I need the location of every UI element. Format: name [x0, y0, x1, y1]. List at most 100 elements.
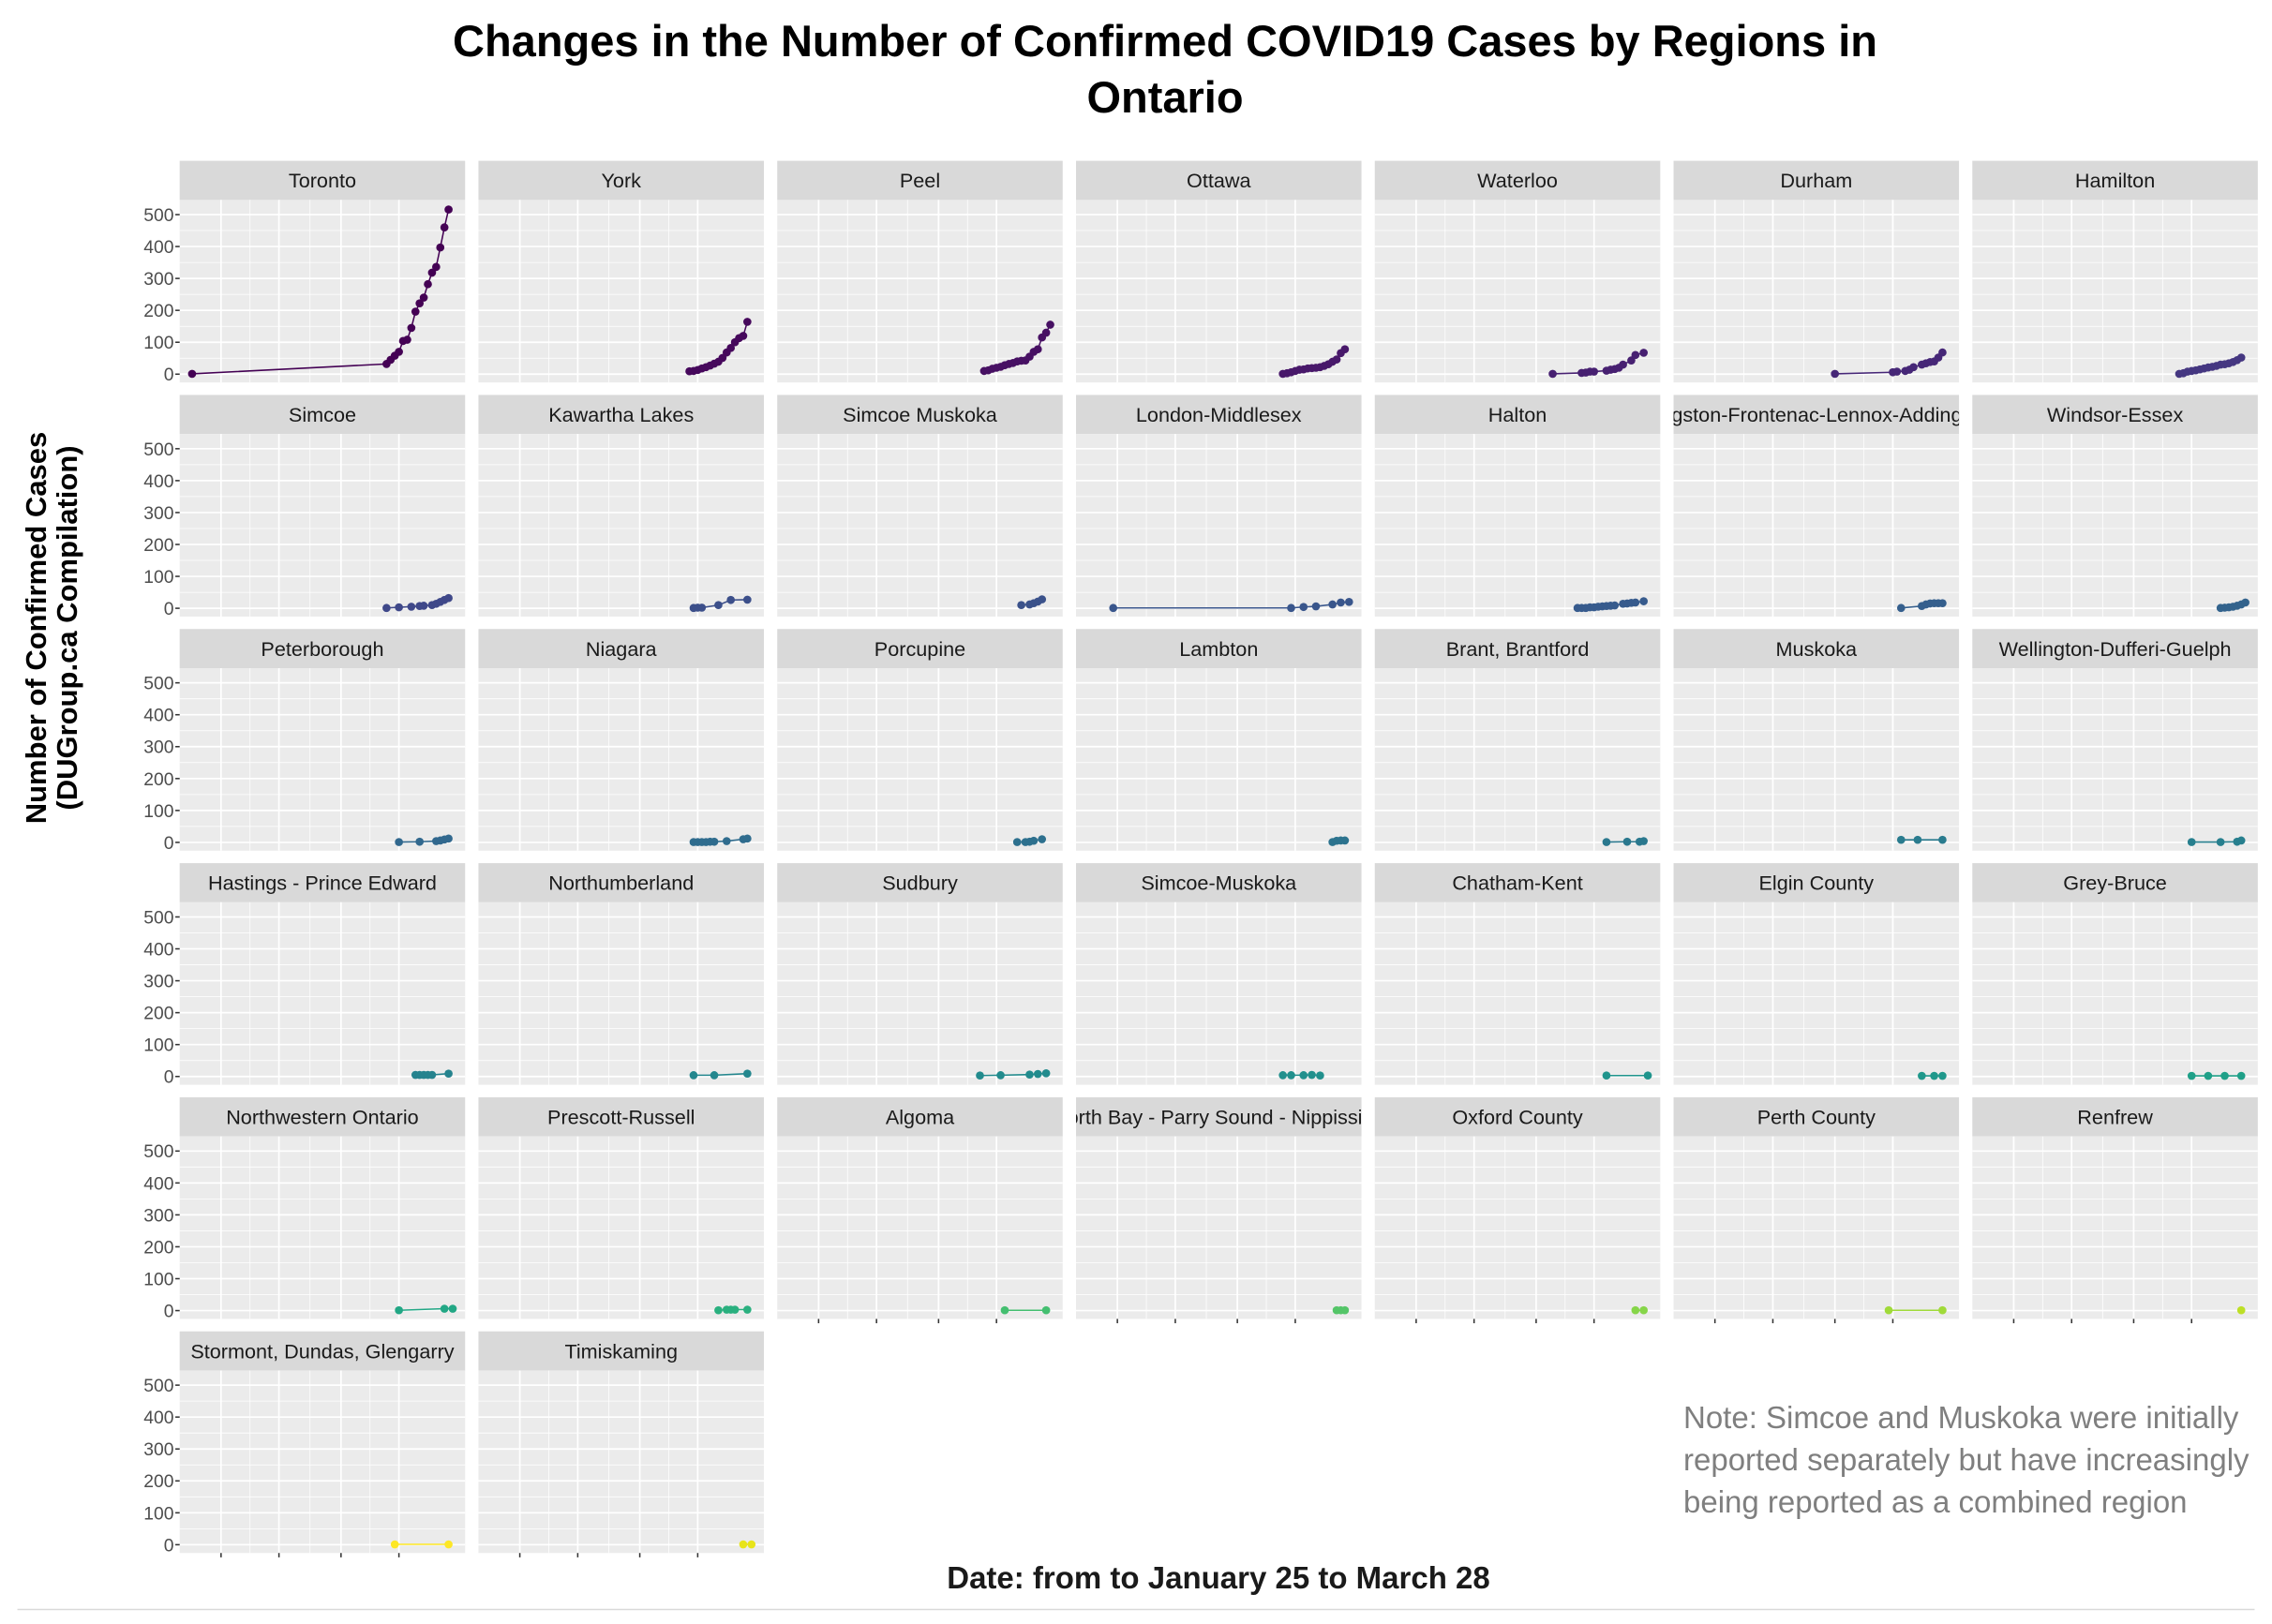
- facet-title: Waterloo: [1477, 169, 1558, 192]
- data-point: [448, 1304, 457, 1313]
- data-point: [1012, 838, 1022, 846]
- data-point: [697, 603, 707, 612]
- facet-title: Peterborough: [261, 637, 383, 661]
- facet-title: Kingston-Frontenac-Lennox-Addington: [1642, 403, 1990, 426]
- y-axis-label: Number of Confirmed Cases (DUGroup.ca Co…: [20, 431, 83, 825]
- panel-background: [1972, 667, 2258, 851]
- data-point: [2241, 598, 2250, 607]
- data-point: [714, 1305, 723, 1315]
- facet-strip: [1075, 395, 1362, 435]
- panel-background: [179, 1370, 466, 1554]
- data-point: [415, 837, 425, 846]
- facet-strip: [777, 160, 1063, 201]
- data-point: [403, 335, 411, 344]
- y-tick-label: 100: [143, 1036, 173, 1056]
- facet-title: Stormont, Dundas, Glengarry: [190, 1339, 454, 1363]
- facet-strip: [777, 395, 1063, 435]
- y-tick-label: 400: [143, 707, 173, 726]
- facet-title: Oxford County: [1452, 1105, 1583, 1128]
- data-point: [1918, 1071, 1926, 1080]
- panel-background: [1673, 200, 1960, 383]
- data-point: [1337, 598, 1345, 607]
- data-point: [1041, 1069, 1051, 1078]
- data-point: [444, 1069, 453, 1079]
- panel-background: [1075, 1136, 1362, 1319]
- facet-strip: [179, 629, 466, 668]
- facet-strip: [777, 629, 1063, 668]
- panel-background: [1075, 200, 1362, 383]
- data-point: [1299, 603, 1308, 612]
- data-point: [1029, 836, 1039, 845]
- data-point: [1639, 597, 1648, 605]
- facet-strip: [179, 1331, 466, 1371]
- facet-title: Perth County: [1757, 1105, 1876, 1128]
- y-tick-label: 0: [164, 1536, 174, 1556]
- data-point: [1602, 838, 1611, 846]
- facet-strip: [1075, 1096, 1362, 1137]
- data-point: [440, 223, 449, 231]
- data-point: [1639, 349, 1648, 357]
- y-tick-label: 0: [164, 365, 174, 385]
- panel-background: [1374, 667, 1661, 851]
- facet-strip: [179, 160, 466, 201]
- data-point: [1938, 599, 1947, 607]
- panel-background: [1972, 1136, 2258, 1319]
- panel-background: [777, 1136, 1063, 1319]
- data-point: [419, 293, 428, 302]
- panel-background: [1673, 1136, 1960, 1319]
- facet-strip: [1972, 863, 2258, 902]
- facet-strip: [1673, 1096, 1960, 1137]
- data-point: [440, 1304, 449, 1313]
- data-point: [1631, 598, 1640, 607]
- data-point: [390, 1540, 399, 1549]
- y-tick-label: 300: [143, 1440, 173, 1460]
- facet-title: London-Middlesex: [1136, 403, 1302, 426]
- y-tick-label: 300: [143, 504, 173, 524]
- data-point: [2236, 353, 2246, 362]
- facet-strip: [478, 160, 765, 201]
- y-tick-label: 500: [143, 675, 173, 694]
- facet-title: Grey-Bruce: [2063, 872, 2167, 895]
- data-point: [1033, 345, 1042, 354]
- y-tick-label: 0: [164, 600, 174, 619]
- panel-background: [777, 667, 1063, 851]
- data-point: [1831, 369, 1839, 379]
- data-point: [689, 1071, 698, 1080]
- data-point: [382, 603, 391, 613]
- facet-title: Kawartha Lakes: [548, 403, 694, 426]
- data-point: [1287, 603, 1295, 613]
- data-point: [1884, 1305, 1893, 1315]
- facet-title: Elgin County: [1758, 872, 1874, 895]
- data-point: [1340, 345, 1350, 354]
- facet-title: Halton: [1488, 403, 1547, 426]
- data-point: [395, 603, 403, 612]
- data-point: [1639, 1305, 1648, 1315]
- data-point: [1109, 603, 1118, 613]
- data-point: [1639, 837, 1648, 845]
- data-point: [444, 834, 453, 843]
- panel-background: [179, 200, 466, 383]
- panel-background: [478, 1136, 765, 1319]
- data-point: [1287, 1071, 1295, 1080]
- facet-title: Toronto: [289, 169, 356, 192]
- data-point: [1041, 1305, 1051, 1315]
- data-point: [444, 205, 453, 214]
- y-tick-label: 500: [143, 908, 173, 928]
- data-point: [722, 837, 731, 845]
- facet-strip: [478, 395, 765, 435]
- data-point: [1590, 367, 1599, 376]
- panel-background: [179, 901, 466, 1085]
- panel-background: [1972, 200, 2258, 383]
- facet-strip: [179, 863, 466, 902]
- data-point: [407, 323, 416, 333]
- facet-strip: [478, 863, 765, 902]
- facet-strip: [179, 1096, 466, 1137]
- y-tick-label: 400: [143, 1408, 173, 1428]
- data-point: [2216, 838, 2225, 846]
- data-point: [1938, 348, 1947, 357]
- data-point: [743, 1069, 752, 1079]
- data-point: [1340, 1305, 1350, 1315]
- data-point: [743, 318, 752, 326]
- facet-title: Ottawa: [1187, 169, 1251, 192]
- data-point: [1046, 320, 1054, 329]
